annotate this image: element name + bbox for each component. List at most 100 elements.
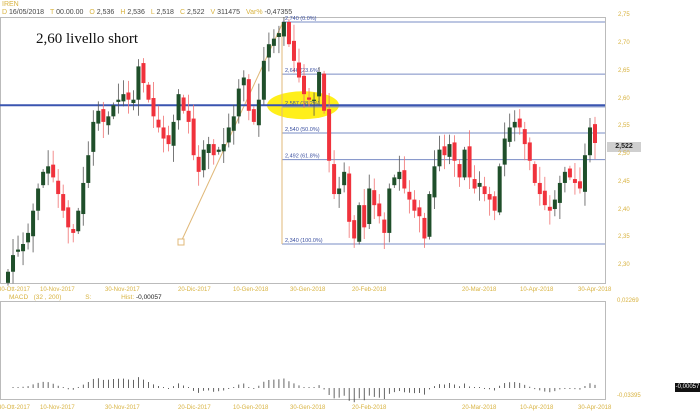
candle-body — [572, 179, 577, 183]
candle-body — [457, 164, 462, 178]
x-tick-label: 20-Dic-2017 — [178, 287, 211, 293]
x-tick-label: 30-Gen-2018 — [290, 287, 326, 293]
candle-body — [487, 194, 492, 200]
candle-body — [156, 119, 161, 128]
candle-body — [537, 182, 542, 195]
candle-body — [226, 127, 231, 143]
info-label: T — [50, 9, 57, 16]
candle-body — [96, 110, 101, 124]
info-value: 311475 — [217, 9, 240, 16]
candle-body — [146, 84, 151, 100]
candle-body — [106, 116, 111, 126]
candle-body — [322, 73, 327, 111]
candle-body — [31, 210, 36, 237]
candle-body — [477, 182, 482, 187]
macd-x-tick-label: 20-Feb-2018 — [352, 405, 387, 411]
candle-body — [452, 142, 457, 161]
candle-body — [61, 194, 66, 211]
candle-body — [362, 205, 367, 228]
macd-ytick-top: 0,02269 — [617, 298, 639, 304]
candle-body — [261, 60, 266, 100]
y-tick-label: 2,45 — [618, 178, 630, 185]
symbol-label: IREN — [2, 1, 19, 8]
candle-body — [171, 121, 176, 146]
candle-body — [81, 182, 86, 215]
candle-body — [582, 155, 587, 192]
candle-body — [256, 99, 261, 126]
candle-body — [432, 166, 437, 198]
trendline-anchor-handle — [177, 238, 185, 246]
candle-body — [307, 97, 312, 100]
candle-body — [86, 155, 91, 183]
macd-x-tick-label: 30-Ott-2017 — [0, 405, 31, 411]
candle-body — [302, 75, 307, 95]
candle-body — [567, 168, 572, 178]
candle-body — [286, 22, 291, 45]
y-tick-label: 2,65 — [618, 67, 630, 74]
candle-body — [337, 188, 342, 195]
macd-x-tick-label: 10-Nov-2017 — [40, 405, 75, 411]
candle-body — [512, 121, 517, 128]
candle-body — [236, 88, 241, 117]
candle-body — [342, 171, 347, 186]
info-value: 2,536 — [96, 9, 115, 16]
candle-body — [332, 164, 337, 195]
x-tick-label: 10-Apr-2018 — [520, 287, 554, 293]
candle-body — [502, 138, 507, 165]
candle-body — [467, 146, 472, 178]
macd-x-tick-label: 30-Apr-2018 — [578, 405, 612, 411]
candle-body — [126, 92, 131, 100]
x-tick-label: 20-Feb-2018 — [352, 287, 387, 293]
candle-body — [221, 144, 226, 152]
macd-params: (32 , 200) — [33, 294, 62, 301]
ohlc-info-bar: D 16/05/2018 T 00.00.00 O 2,536 H 2,536 L 2,… — [2, 9, 298, 16]
candle-body — [121, 94, 126, 102]
x-tick-label: 30-Nov-2017 — [105, 287, 140, 293]
info-label: H — [120, 9, 128, 16]
fib-level-label: 2,587 (38.2%) — [285, 101, 320, 107]
info-label: V — [210, 9, 218, 16]
candle-body — [191, 118, 196, 156]
candle-body — [6, 271, 10, 283]
candle-body — [296, 62, 301, 78]
y-tick-label: 2,40 — [618, 206, 630, 213]
macd-title: MACD — [9, 294, 29, 301]
candle-body — [417, 207, 422, 217]
candle-body — [357, 205, 362, 242]
candle-body — [522, 129, 527, 145]
y-tick-label: 2,55 — [618, 123, 630, 130]
candle-body — [36, 188, 41, 211]
fib-level-label: 2,492 (61.8%) — [285, 154, 320, 160]
candle-body — [141, 63, 146, 84]
candle-body — [397, 171, 402, 180]
candle-body — [291, 40, 296, 61]
info-value: 00.00.00 — [56, 9, 84, 16]
y-tick-label: 2,30 — [618, 262, 630, 269]
info-label: D — [2, 9, 9, 16]
candle-body — [387, 188, 392, 233]
fib-level-label: 2,740 (0.0%) — [285, 16, 317, 22]
info-value: 16/05/2018 — [9, 9, 45, 16]
candle-body — [71, 229, 76, 233]
candle-body — [16, 249, 21, 252]
candle-body — [41, 171, 46, 186]
macd-x-tick-label: 30-Nov-2017 — [105, 405, 140, 411]
x-tick-label: 10-Gen-2018 — [233, 287, 269, 293]
candle-body — [136, 66, 141, 100]
info-value: 2,518 — [156, 9, 174, 16]
macd-header: MACD (32 , 200) S: Hist: -0,00057 — [9, 294, 162, 301]
info-value: 2,536 — [127, 9, 145, 16]
candle-body — [547, 206, 552, 211]
candle-body — [201, 149, 206, 171]
annotation-text: 2,60 livello short — [36, 31, 139, 47]
candle-body — [447, 144, 452, 157]
candle-body — [312, 99, 317, 101]
candle-body — [241, 77, 246, 86]
y-tick-label: 2,60 — [618, 95, 630, 102]
candle-body — [372, 190, 377, 206]
candle-body — [577, 181, 582, 189]
candle-body — [216, 149, 221, 152]
info-label: O — [89, 9, 97, 16]
